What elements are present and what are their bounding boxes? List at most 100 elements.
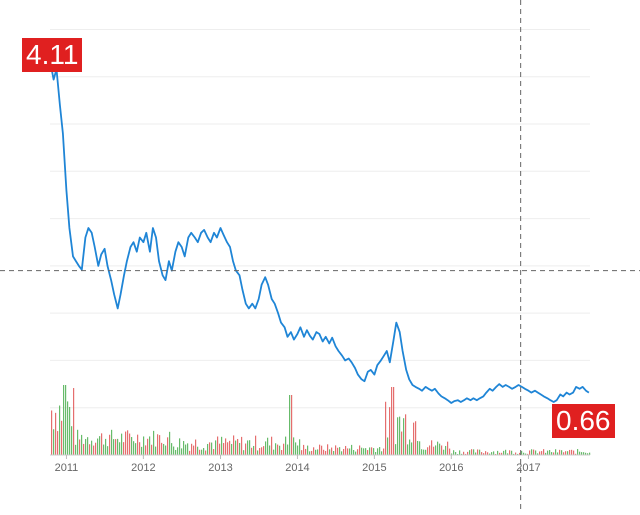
volume-bar bbox=[507, 453, 509, 455]
volume-bar bbox=[517, 453, 519, 455]
x-tick-label: 2013 bbox=[208, 462, 232, 474]
volume-bar bbox=[77, 429, 79, 455]
volume-bar bbox=[373, 448, 375, 455]
volume-bar bbox=[295, 442, 297, 455]
volume-bar bbox=[209, 442, 211, 455]
volume-bar bbox=[283, 443, 285, 455]
grid-lines bbox=[50, 28, 590, 409]
volume-bar bbox=[543, 449, 545, 455]
volume-bar bbox=[337, 447, 339, 455]
volume-bar bbox=[469, 450, 471, 455]
volume-bar bbox=[145, 445, 147, 455]
volume-bar bbox=[479, 449, 481, 455]
volume-bar bbox=[161, 442, 163, 455]
volume-bar bbox=[419, 441, 421, 455]
price-line-layer bbox=[50, 66, 590, 404]
volume-bar bbox=[199, 449, 201, 455]
volume-bar bbox=[399, 416, 401, 455]
volume-bar bbox=[273, 449, 275, 455]
volume-bar bbox=[391, 387, 393, 455]
volume-bar bbox=[533, 449, 535, 455]
x-tick-label: 2014 bbox=[285, 462, 309, 474]
volume-bar bbox=[301, 450, 303, 455]
volume-bar bbox=[583, 452, 585, 455]
volume-bar bbox=[83, 443, 85, 455]
volume-bar bbox=[351, 444, 353, 455]
x-axis: 2011 2012 2013 2014 2015 2016 2017 bbox=[55, 455, 541, 474]
volume-bar bbox=[553, 452, 555, 455]
volume-bar bbox=[97, 438, 99, 455]
volume-bar bbox=[177, 447, 179, 455]
volume-bar bbox=[311, 450, 313, 455]
volume-bar bbox=[187, 443, 189, 455]
volume-bar bbox=[207, 443, 209, 455]
volume-bar bbox=[579, 451, 581, 455]
volume-bar bbox=[475, 452, 477, 455]
volume-bar bbox=[119, 442, 121, 455]
volume-bar bbox=[361, 447, 363, 455]
volume-bar bbox=[255, 435, 257, 455]
volume-bar bbox=[267, 437, 269, 455]
volume-bar bbox=[167, 437, 169, 455]
volume-bar bbox=[299, 439, 301, 455]
volume-bar bbox=[369, 447, 371, 455]
volume-bar bbox=[367, 450, 369, 455]
x-tick-label: 2017 bbox=[516, 462, 540, 474]
price-line bbox=[50, 66, 590, 404]
volume-bar bbox=[213, 449, 215, 455]
volume-bar bbox=[455, 452, 457, 455]
volume-bar bbox=[181, 448, 183, 455]
volume-bar bbox=[355, 451, 357, 455]
volume-bar bbox=[575, 453, 577, 455]
volume-bar bbox=[467, 451, 469, 455]
volume-bar bbox=[329, 449, 331, 455]
volume-bar bbox=[545, 452, 547, 455]
volume-bar bbox=[323, 449, 325, 455]
volume-bar bbox=[567, 451, 569, 455]
volume-bar bbox=[253, 445, 255, 455]
volume-bar bbox=[395, 444, 397, 455]
volume-bar bbox=[531, 449, 533, 455]
volume-bar bbox=[501, 452, 503, 455]
volume-bar bbox=[445, 445, 447, 455]
volume-bar bbox=[185, 444, 187, 455]
volume-bar bbox=[441, 445, 443, 455]
volume-bar bbox=[225, 438, 227, 455]
volume-bar bbox=[197, 446, 199, 455]
volume-bar bbox=[91, 440, 93, 455]
volume-bar bbox=[285, 436, 287, 455]
volume-bar bbox=[481, 452, 483, 455]
volume-bar bbox=[133, 441, 135, 455]
volume-bar bbox=[363, 448, 365, 455]
volume-bar bbox=[529, 450, 531, 455]
volume-bar bbox=[345, 445, 347, 455]
volume-bar bbox=[163, 443, 165, 455]
volume-bar bbox=[427, 447, 429, 455]
volume-bar bbox=[103, 444, 105, 455]
low-price-badge: 0.66 bbox=[552, 404, 615, 438]
volume-bar bbox=[477, 449, 479, 455]
volume-bar bbox=[397, 417, 399, 455]
volume-bar bbox=[81, 434, 83, 455]
volume-bar bbox=[99, 436, 101, 455]
volume-bar bbox=[249, 440, 251, 455]
volume-bar bbox=[473, 449, 475, 455]
volume-bar bbox=[183, 441, 185, 455]
volume-bar bbox=[381, 451, 383, 455]
volume-bar bbox=[139, 442, 141, 455]
volume-bar bbox=[53, 429, 55, 455]
volume-bar bbox=[175, 449, 177, 455]
volume-bar bbox=[451, 453, 453, 455]
volume-bar bbox=[447, 441, 449, 455]
volume-bar bbox=[217, 436, 219, 455]
volume-bar bbox=[293, 437, 295, 455]
volume-bar bbox=[343, 448, 345, 455]
volume-bar bbox=[257, 450, 259, 455]
volume-bar bbox=[123, 442, 125, 455]
volume-bar bbox=[243, 450, 245, 455]
volume-bar bbox=[201, 449, 203, 455]
volume-bar bbox=[89, 444, 91, 455]
volume-bar bbox=[275, 443, 277, 455]
volume-bar bbox=[453, 450, 455, 455]
